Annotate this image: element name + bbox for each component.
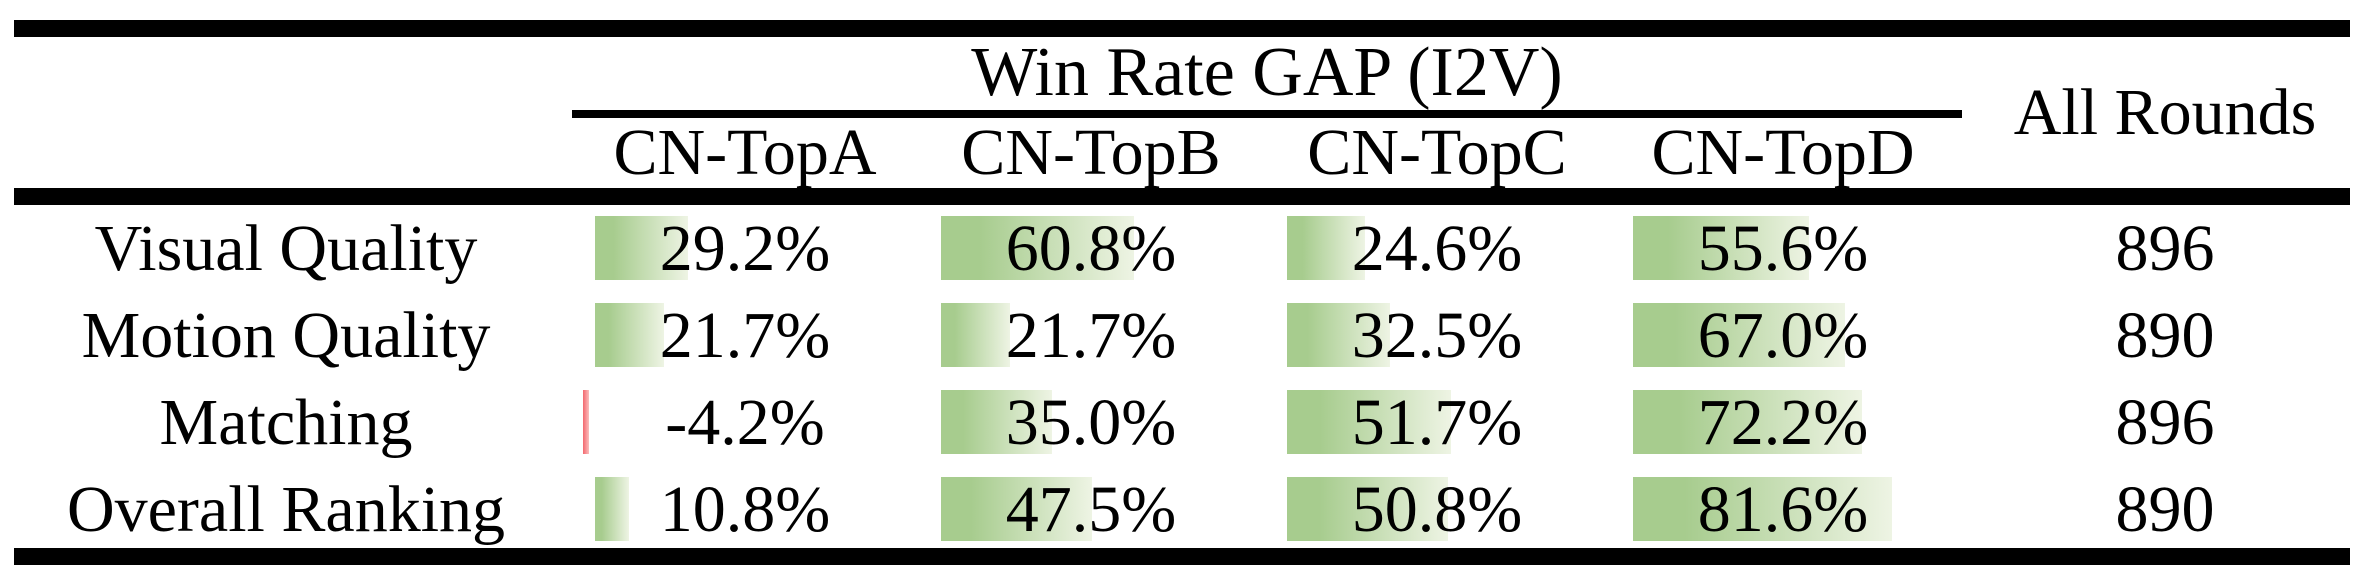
- table-row-matching: Matching -4.2% 35.0% 51.7% 72.2% 896: [0, 379, 2374, 466]
- data-bar: [941, 216, 1134, 280]
- all-rounds-value: 896: [2115, 211, 2215, 285]
- table-row-visual-quality: Visual Quality 29.2% 60.8% 24.6% 55.6% 8…: [0, 205, 2374, 292]
- table-cell: 10.8%: [572, 466, 918, 553]
- cell-value: 10.8%: [659, 472, 831, 546]
- column-header-cn-topc: CN-TopC: [1307, 116, 1567, 189]
- table-cell: 21.7%: [918, 292, 1264, 379]
- table-cell: -4.2%: [572, 379, 918, 466]
- table-cell: 60.8%: [918, 205, 1264, 292]
- column-header-cn-topb: CN-TopB: [961, 116, 1221, 189]
- all-rounds-value: 896: [2115, 385, 2215, 459]
- data-bar: [1633, 390, 1862, 454]
- data-bar: [1287, 303, 1390, 367]
- table-cell: 72.2%: [1610, 379, 1956, 466]
- table-row-motion-quality: Motion Quality 21.7% 21.7% 32.5% 67.0% 8…: [0, 292, 2374, 379]
- cell-value: 21.7%: [1005, 298, 1177, 372]
- all-rounds-value: 890: [2115, 298, 2215, 372]
- table-header-rule: [14, 188, 2350, 205]
- table-bottom-rule: [14, 548, 2350, 565]
- data-bar: [941, 390, 1052, 454]
- group-header-win-rate-gap: Win Rate GAP (I2V): [971, 34, 1563, 111]
- data-bar: [1287, 390, 1451, 454]
- cell-value: 24.6%: [1351, 211, 1523, 285]
- cell-value: 67.0%: [1697, 298, 1869, 372]
- cell-value: -4.2%: [665, 385, 825, 459]
- row-label: Matching: [159, 385, 413, 459]
- cell-value: 29.2%: [659, 211, 831, 285]
- table-cell: 21.7%: [572, 292, 918, 379]
- column-header-cn-topd: CN-TopD: [1651, 116, 1915, 189]
- cell-value: 47.5%: [1005, 472, 1177, 546]
- cell-value: 32.5%: [1351, 298, 1523, 372]
- cell-value: 55.6%: [1697, 211, 1869, 285]
- data-bar: [595, 303, 664, 367]
- table-cell: 67.0%: [1610, 292, 1956, 379]
- table-cell: 51.7%: [1264, 379, 1610, 466]
- row-label: Visual Quality: [94, 211, 478, 285]
- data-bar: [1633, 477, 1892, 541]
- table-cell: 32.5%: [1264, 292, 1610, 379]
- data-bar: [1287, 477, 1448, 541]
- data-bar: [1633, 216, 1810, 280]
- data-bar: [595, 477, 630, 541]
- column-header-all-rounds: All Rounds: [2013, 75, 2317, 149]
- all-rounds-value: 890: [2115, 472, 2215, 546]
- table-row-overall-ranking: Overall Ranking 10.8% 47.5% 50.8% 81.6% …: [0, 466, 2374, 553]
- cell-value: 51.7%: [1351, 385, 1523, 459]
- column-header-cn-topa: CN-TopA: [613, 116, 877, 189]
- cell-value: 72.2%: [1697, 385, 1869, 459]
- table-cell: 81.6%: [1610, 466, 1956, 553]
- data-bar: [1287, 216, 1365, 280]
- cell-value: 50.8%: [1351, 472, 1523, 546]
- table-top-rule: [14, 20, 2350, 37]
- table-cell: 55.6%: [1610, 205, 1956, 292]
- column-header-row: CN-TopA CN-TopB CN-TopC CN-TopD: [572, 116, 1956, 189]
- data-bar: [583, 390, 589, 454]
- table-cell: 24.6%: [1264, 205, 1610, 292]
- table-cell: 35.0%: [918, 379, 1264, 466]
- table-body: Visual Quality 29.2% 60.8% 24.6% 55.6% 8…: [0, 205, 2374, 553]
- table-cell: 50.8%: [1264, 466, 1610, 553]
- cell-value: 21.7%: [659, 298, 831, 372]
- data-bar: [595, 216, 688, 280]
- data-bar: [941, 303, 1010, 367]
- table-cell: 47.5%: [918, 466, 1264, 553]
- row-label: Motion Quality: [81, 298, 491, 372]
- table-cell: 29.2%: [572, 205, 918, 292]
- row-label: Overall Ranking: [66, 472, 506, 546]
- data-bar: [941, 477, 1092, 541]
- cell-value: 81.6%: [1697, 472, 1869, 546]
- cell-value: 60.8%: [1005, 211, 1177, 285]
- data-bar: [1633, 303, 1846, 367]
- group-header-underline-rule: [572, 110, 1962, 118]
- cell-value: 35.0%: [1005, 385, 1177, 459]
